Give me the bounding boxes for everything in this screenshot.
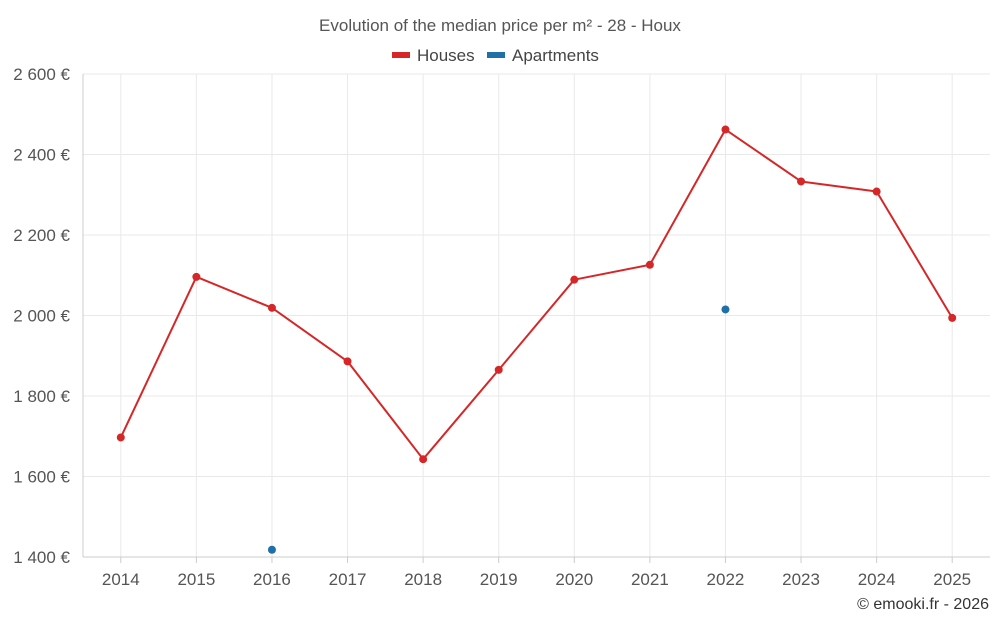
axes bbox=[82, 74, 990, 563]
data-point-houses[interactable] bbox=[872, 187, 881, 196]
x-tick-label: 2020 bbox=[555, 570, 593, 589]
chart-title: Evolution of the median price per m² - 2… bbox=[319, 16, 681, 35]
y-tick-label: 2 400 € bbox=[13, 146, 70, 165]
y-tick-label: 2 600 € bbox=[13, 65, 70, 84]
x-tick-label: 2021 bbox=[631, 570, 669, 589]
data-point-houses[interactable] bbox=[797, 177, 806, 186]
credit: © emooki.fr - 2026 bbox=[857, 596, 989, 613]
data-point-houses[interactable] bbox=[645, 260, 654, 269]
x-tick-label: 2016 bbox=[253, 570, 291, 589]
data-point-houses[interactable] bbox=[570, 275, 579, 284]
data-point-houses[interactable] bbox=[948, 313, 957, 322]
legend-item-houses[interactable]: Houses bbox=[392, 46, 475, 65]
y-tick-label: 2 200 € bbox=[13, 226, 70, 245]
y-tick-label: 2 000 € bbox=[13, 307, 70, 326]
x-tick-label: 2014 bbox=[102, 570, 140, 589]
grid-lines bbox=[83, 73, 990, 557]
x-tick-label: 2015 bbox=[177, 570, 215, 589]
x-tick-label: 2019 bbox=[480, 570, 518, 589]
data-point-houses[interactable] bbox=[116, 433, 125, 442]
y-tick-label: 1 400 € bbox=[13, 548, 70, 567]
x-tick-label: 2025 bbox=[933, 570, 971, 589]
series-line-houses bbox=[119, 128, 954, 461]
x-tick-label: 2017 bbox=[329, 570, 367, 589]
data-point-houses[interactable] bbox=[192, 272, 201, 281]
legend-item-apartments[interactable]: Apartments bbox=[487, 46, 599, 65]
legend-label-apartments: Apartments bbox=[512, 46, 599, 65]
data-point-houses[interactable] bbox=[343, 357, 352, 366]
y-tick-labels: 1 400 € 1 600 € 1 800 € 2 000 € 2 200 € 2 400… bbox=[13, 65, 70, 567]
legend-label-houses: Houses bbox=[417, 46, 475, 65]
data-point-houses[interactable] bbox=[494, 365, 503, 374]
data-point-apartments[interactable] bbox=[721, 305, 730, 314]
x-tick-labels: 2014 2015 2016 2017 2018 2019 2020 2021 2022 2023… bbox=[102, 570, 971, 589]
legend: Houses Apartments bbox=[392, 46, 599, 65]
data-point-houses[interactable] bbox=[267, 303, 276, 312]
plot-area bbox=[116, 125, 957, 554]
y-tick-label: 1 600 € bbox=[13, 468, 70, 487]
x-tick-label: 2018 bbox=[404, 570, 442, 589]
x-tick-label: 2024 bbox=[858, 570, 896, 589]
y-tick-label: 1 800 € bbox=[13, 387, 70, 406]
data-point-apartments[interactable] bbox=[267, 545, 276, 554]
data-point-houses[interactable] bbox=[419, 455, 428, 464]
x-tick-label: 2022 bbox=[707, 570, 745, 589]
legend-swatch-houses bbox=[392, 52, 410, 58]
legend-swatch-apartments bbox=[487, 52, 505, 58]
data-point-houses[interactable] bbox=[721, 125, 730, 134]
x-tick-label: 2023 bbox=[782, 570, 820, 589]
